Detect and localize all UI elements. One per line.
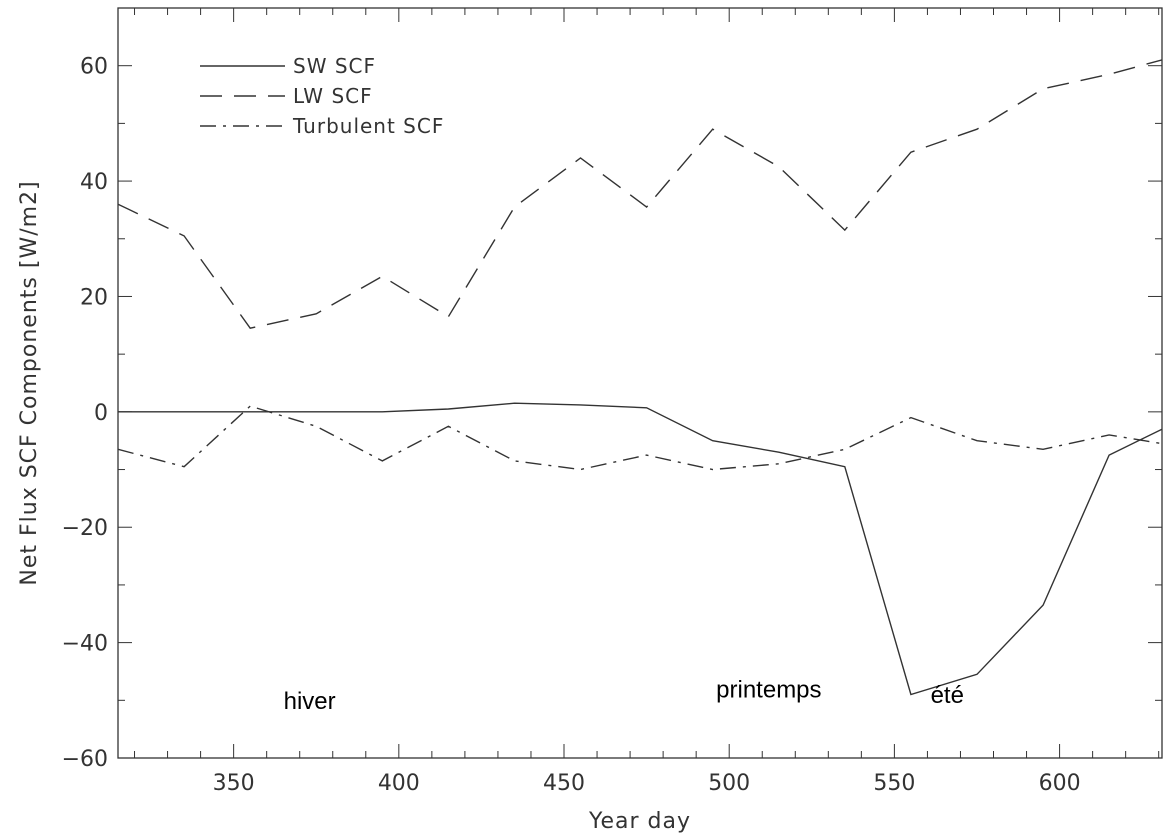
- x-tick-label: 400: [378, 771, 420, 796]
- season-label: été: [931, 682, 964, 709]
- x-tick-label: 600: [1039, 771, 1081, 796]
- y-tick-label: 0: [94, 401, 108, 426]
- series-line-turbulent-scf: [118, 405, 1162, 471]
- y-tick-label: −60: [62, 747, 108, 772]
- y-tick-label: −20: [62, 516, 108, 541]
- legend-label: LW SCF: [293, 84, 373, 108]
- x-tick-label: 550: [873, 771, 915, 796]
- x-tick-label: 350: [213, 771, 255, 796]
- y-tick-label: −40: [62, 632, 108, 657]
- season-annotations: hiver printemps été: [284, 676, 964, 715]
- plot-border: [117, 7, 1163, 759]
- series-line-lw-scf: [118, 59, 1162, 329]
- x-tick-label: 450: [543, 771, 585, 796]
- series-line-sw-scf: [118, 402, 1162, 696]
- y-tick-label: 20: [80, 285, 108, 310]
- legend-label: Turbulent SCF: [292, 114, 444, 138]
- y-axis-title: Net Flux SCF Components [W/m2]: [17, 180, 42, 585]
- y-tick-label: 60: [80, 55, 108, 80]
- y-tick-label: 40: [80, 170, 108, 195]
- plot-frame: [117, 7, 1163, 759]
- x-tick-label: 500: [708, 771, 750, 796]
- legend-label: SW SCF: [293, 54, 376, 78]
- season-label: hiver: [284, 688, 336, 715]
- axis-ticks: 350 400 450 500 550 600 −60 −40 −20 0 20 40 60: [62, 7, 1162, 796]
- season-label: printemps: [716, 676, 821, 703]
- legend: SW SCF LW SCF Turbulent SCF: [200, 54, 444, 138]
- x-axis-title: Year day: [588, 809, 691, 834]
- series-lines: [118, 59, 1162, 696]
